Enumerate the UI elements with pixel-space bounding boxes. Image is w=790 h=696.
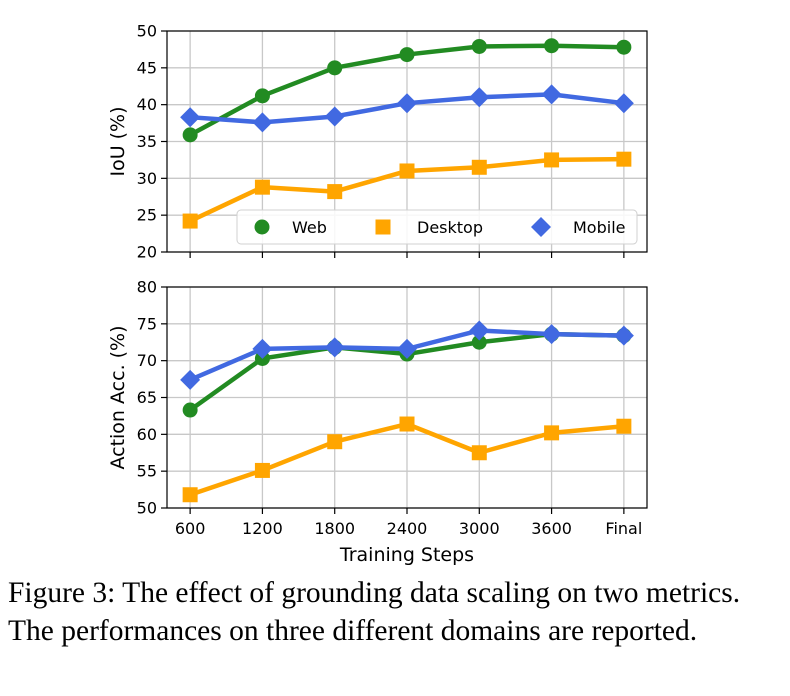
point-desktop-3000 bbox=[471, 445, 487, 461]
point-mobile-1200 bbox=[252, 112, 273, 133]
point-mobile-600 bbox=[180, 369, 201, 390]
legend-marker-desktop bbox=[375, 219, 391, 235]
point-desktop-600 bbox=[182, 213, 198, 229]
legend-marker-web bbox=[254, 219, 270, 235]
point-desktop-1800 bbox=[327, 434, 343, 450]
point-desktop-1200 bbox=[254, 462, 270, 478]
point-mobile-2400 bbox=[397, 93, 417, 114]
point-desktop-1200 bbox=[254, 179, 270, 195]
point-web-final bbox=[616, 39, 632, 55]
point-desktop-2400 bbox=[399, 163, 415, 179]
point-desktop-3600 bbox=[544, 152, 560, 168]
point-web-3000 bbox=[471, 334, 487, 350]
point-mobile-1800 bbox=[324, 106, 345, 127]
point-mobile-600 bbox=[180, 107, 201, 128]
y-tick-label: 45 bbox=[137, 58, 157, 77]
point-web-3000 bbox=[471, 38, 487, 54]
x-axis-label: Training Steps bbox=[339, 544, 474, 566]
y-tick-label: 40 bbox=[137, 95, 157, 114]
y-tick-label: 50 bbox=[137, 499, 157, 518]
x-tick-label: 3000 bbox=[459, 519, 500, 538]
point-desktop-1800 bbox=[327, 184, 343, 200]
point-mobile-3000 bbox=[469, 320, 490, 341]
y-tick-label: 80 bbox=[137, 278, 157, 297]
point-desktop-2400 bbox=[399, 416, 415, 432]
y-tick-label: 35 bbox=[137, 132, 157, 151]
y-tick-label: 30 bbox=[137, 169, 157, 188]
y-tick-label: 25 bbox=[137, 206, 157, 225]
legend-label-mobile: Mobile bbox=[573, 218, 625, 237]
point-web-600 bbox=[182, 127, 198, 143]
y-axis-label: IoU (%) bbox=[107, 106, 129, 176]
legend-label-web: Web bbox=[292, 218, 327, 237]
point-desktop-final bbox=[616, 151, 632, 167]
point-mobile-1200 bbox=[252, 338, 273, 359]
legend: Web Desktop Mobile bbox=[236, 209, 638, 245]
x-tick-label: Final bbox=[605, 519, 642, 538]
point-desktop-3000 bbox=[471, 159, 487, 175]
point-mobile-3000 bbox=[469, 87, 490, 108]
legend-label-desktop: Desktop bbox=[417, 218, 483, 237]
point-web-1200 bbox=[254, 88, 270, 104]
point-desktop-3600 bbox=[544, 425, 560, 441]
action-accuracy-panel: 50 55 60 65 70 75 80 600 1200 1800 2400 3000 3600 Fin… bbox=[107, 278, 648, 566]
point-mobile-2400 bbox=[397, 338, 417, 359]
y-axis-label: Action Acc. (%) bbox=[107, 325, 129, 469]
point-web-1800 bbox=[327, 60, 343, 76]
y-tick-label: 65 bbox=[137, 388, 157, 407]
y-tick-label: 70 bbox=[137, 351, 157, 370]
figure: 20 25 30 35 40 45 50 IoU (%) Web Desktop Mobile 50… bbox=[107, 22, 648, 566]
x-tick-label: 3600 bbox=[531, 519, 572, 538]
y-tick-label: 55 bbox=[137, 462, 157, 481]
y-tick-label: 60 bbox=[137, 425, 157, 444]
point-web-600 bbox=[182, 402, 198, 418]
point-mobile-1800 bbox=[324, 337, 345, 358]
point-mobile-3600 bbox=[541, 324, 562, 345]
point-mobile-final bbox=[613, 93, 634, 114]
y-tick-label: 75 bbox=[137, 314, 157, 333]
iou-panel: 20 25 30 35 40 45 50 IoU (%) Web Desktop Mobile bbox=[107, 22, 648, 262]
y-tick-label: 20 bbox=[137, 243, 157, 262]
x-tick-label: 600 bbox=[175, 519, 206, 538]
point-mobile-3600 bbox=[541, 84, 562, 105]
legend-box bbox=[236, 209, 638, 245]
point-mobile-final bbox=[613, 325, 634, 346]
y-tick-label: 50 bbox=[137, 22, 157, 41]
x-tick-label: 1200 bbox=[242, 519, 283, 538]
point-web-2400 bbox=[399, 47, 415, 63]
x-tick-label: 2400 bbox=[387, 519, 428, 538]
point-web-3600 bbox=[544, 38, 560, 54]
figure-caption: Figure 3: The effect of grounding data s… bbox=[8, 577, 741, 647]
point-desktop-600 bbox=[182, 487, 198, 503]
legend-marker-mobile bbox=[531, 217, 551, 237]
x-tick-label: 1800 bbox=[314, 519, 355, 538]
point-desktop-final bbox=[616, 418, 632, 434]
